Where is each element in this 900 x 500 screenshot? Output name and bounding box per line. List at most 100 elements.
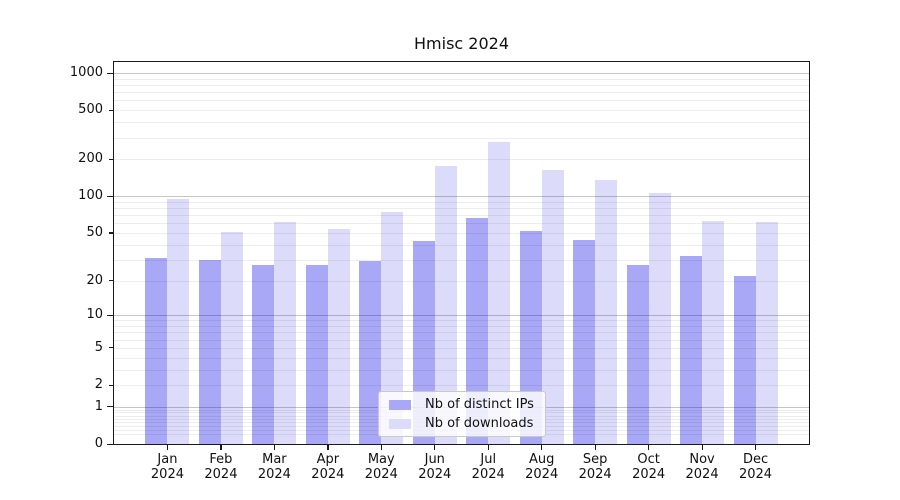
minor-gridline — [114, 208, 809, 210]
major-gridline — [114, 73, 809, 75]
minor-gridline — [114, 100, 809, 102]
bar-downloads-nov — [702, 220, 725, 444]
bar-ips-jul — [466, 218, 489, 444]
bar-downloads-may — [381, 212, 404, 444]
x-tick-label-mar: Mar 2024 — [257, 452, 291, 482]
x-tick-mark — [701, 445, 703, 450]
bar-ips-mar — [252, 265, 275, 444]
minor-gridline — [114, 78, 809, 80]
legend: Nb of distinct IPs Nb of downloads — [378, 391, 546, 437]
y-tick-mark — [107, 406, 113, 408]
y-tick-label: 10 — [86, 307, 103, 323]
minor-gridline — [114, 137, 809, 139]
x-tick-label-apr: Apr 2024 — [311, 452, 345, 482]
y-tick-mark — [109, 384, 113, 386]
y-tick-mark — [109, 158, 113, 160]
bar-ips-oct — [626, 265, 649, 444]
x-tick-label-dec: Dec 2024 — [738, 452, 773, 482]
y-tick-label: 50 — [86, 224, 103, 240]
bar-ips-jan — [145, 257, 168, 444]
x-tick-mark — [487, 445, 489, 450]
minor-gridline — [114, 320, 809, 322]
y-tick-label: 2 — [94, 377, 103, 392]
legend-swatch-downloads — [389, 418, 411, 429]
bar-downloads-dec — [755, 222, 778, 444]
minor-gridline — [114, 110, 809, 112]
y-tick-mark — [107, 443, 113, 445]
x-tick-label-sep: Sep 2024 — [578, 452, 612, 482]
y-tick-mark — [107, 72, 113, 74]
y-tick-label: 0 — [94, 436, 103, 451]
minor-gridline — [114, 215, 809, 217]
minor-gridline — [114, 339, 809, 341]
bar-downloads-oct — [648, 193, 671, 444]
minor-gridline — [114, 326, 809, 327]
bar-downloads-apr — [327, 228, 350, 444]
minor-gridline — [114, 84, 809, 86]
bar-downloads-jan — [167, 199, 190, 444]
plot-area — [113, 61, 810, 445]
minor-gridline — [114, 201, 809, 203]
minor-gridline — [114, 259, 809, 261]
minor-gridline — [114, 280, 809, 282]
x-tick-mark — [434, 445, 436, 450]
x-tick-label-feb: Feb 2024 — [204, 452, 238, 482]
y-tick-label: 1 — [94, 398, 103, 414]
bar-downloads-aug — [541, 170, 564, 444]
legend-item-downloads: Nb of downloads — [389, 416, 545, 431]
minor-gridline — [114, 332, 809, 334]
minor-gridline — [114, 159, 809, 161]
x-tick-label-may: May 2024 — [364, 452, 398, 482]
y-tick-mark — [107, 195, 113, 197]
y-tick-mark — [107, 314, 113, 316]
x-tick-mark — [327, 445, 329, 450]
x-tick-mark — [380, 445, 382, 450]
minor-gridline — [114, 357, 809, 359]
minor-gridline — [114, 369, 809, 371]
x-tick-mark — [273, 445, 276, 450]
bar-downloads-feb — [220, 231, 243, 444]
chart-title: Hmisc 2024 — [414, 34, 509, 53]
x-tick-mark — [755, 445, 757, 450]
bar-ips-feb — [198, 259, 221, 444]
bar-ips-dec — [733, 275, 756, 444]
legend-item-distinct-ips: Nb of distinct IPs — [389, 397, 545, 412]
minor-gridline — [114, 223, 809, 225]
x-tick-label-oct: Oct 2024 — [632, 452, 666, 482]
y-tick-label: 100 — [78, 188, 103, 204]
y-tick-mark — [109, 347, 113, 349]
bar-downloads-mar — [274, 222, 297, 444]
x-tick-label-jul: Jul 2024 — [471, 452, 505, 482]
minor-gridline — [114, 232, 809, 234]
bar-ips-sep — [573, 239, 596, 444]
x-tick-label-aug: Aug 2024 — [525, 452, 559, 482]
x-tick-label-nov: Nov 2024 — [685, 452, 719, 482]
bar-downloads-jun — [434, 166, 457, 444]
major-gridline — [114, 196, 809, 198]
y-tick-mark — [109, 280, 113, 282]
x-tick-label-jan: Jan 2024 — [150, 452, 184, 482]
legend-label-distinct-ips: Nb of distinct IPs — [425, 397, 534, 412]
y-tick-label: 20 — [86, 272, 103, 288]
minor-gridline — [114, 244, 809, 246]
minor-gridline — [114, 122, 809, 124]
minor-gridline — [114, 92, 809, 94]
y-tick-label: 1000 — [69, 65, 103, 81]
y-tick-mark — [109, 109, 113, 111]
x-tick-label-jun: Jun 2024 — [418, 452, 452, 482]
bar-ips-apr — [305, 265, 328, 444]
bar-downloads-jul — [488, 141, 511, 444]
bar-ips-aug — [519, 230, 542, 444]
bar-ips-nov — [680, 256, 703, 444]
bar-ips-may — [359, 261, 382, 444]
y-tick-label: 200 — [78, 151, 103, 167]
major-gridline — [114, 315, 809, 317]
x-tick-mark — [166, 445, 169, 450]
y-tick-label: 5 — [94, 339, 103, 355]
minor-gridline — [114, 385, 809, 386]
x-tick-mark — [541, 445, 543, 450]
legend-label-downloads: Nb of downloads — [425, 416, 534, 431]
y-tick-label: 500 — [78, 102, 103, 118]
minor-gridline — [114, 347, 809, 349]
